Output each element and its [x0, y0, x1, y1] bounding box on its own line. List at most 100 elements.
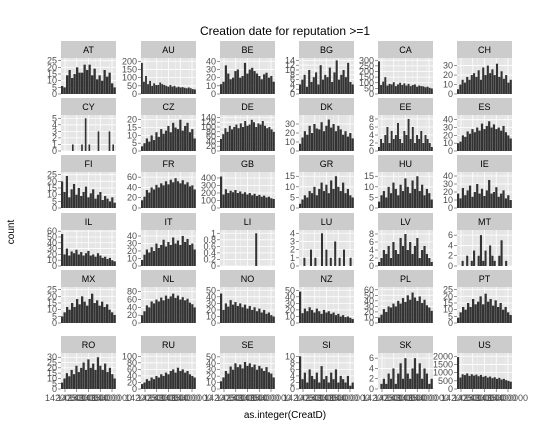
y-tick-label: 8 [369, 229, 374, 239]
y-tick-label: 8 [369, 114, 374, 124]
histogram-bar [475, 76, 478, 94]
histogram-bar [468, 79, 471, 94]
strip-hu [378, 155, 433, 172]
histogram-bar [231, 304, 235, 323]
strip-fi [61, 155, 116, 172]
histogram-bar [428, 258, 431, 266]
histogram-bar [270, 129, 273, 151]
histogram-bar [486, 377, 489, 389]
y-tick-label: 1 [211, 228, 216, 238]
histogram-bar [160, 183, 163, 208]
histogram-bar [428, 87, 431, 94]
histogram-bar [338, 257, 341, 266]
histogram-bar [303, 74, 306, 94]
histogram-bar [157, 248, 160, 266]
x-tick-label: 14250000 [453, 393, 493, 403]
histogram-bar [231, 369, 235, 389]
histogram-bar [308, 191, 311, 208]
x-tick-label: 14350000 [239, 393, 279, 403]
y-tick-label: 50 [127, 81, 137, 91]
histogram-bar [242, 127, 244, 151]
strip-label-hu: HU [399, 159, 412, 169]
histogram-bar [260, 368, 263, 389]
histogram-bar [162, 239, 165, 266]
strip-lv [378, 213, 433, 230]
histogram-bar [248, 193, 251, 208]
histogram-bar [61, 234, 64, 266]
y-tick-label: 2 [369, 374, 374, 384]
histogram-bar [418, 296, 421, 323]
y-tick-label: 150 [359, 72, 374, 82]
histogram-bar [272, 377, 275, 389]
histogram-bar [472, 299, 475, 323]
chart-title: Creation date for reputation >=1 [200, 24, 370, 38]
histogram-bar [332, 188, 335, 208]
histogram-bar [399, 184, 402, 208]
y-tick-label: 30 [206, 298, 216, 308]
histogram-bar [346, 136, 350, 151]
y-tick-label: 50 [206, 285, 216, 295]
histogram-bar [155, 85, 158, 94]
histogram-bar [226, 131, 229, 151]
histogram-bar [495, 129, 498, 151]
y-tick-label: 0 [369, 146, 374, 156]
histogram-bar [246, 365, 249, 389]
histogram-bar [152, 189, 156, 208]
histogram-bar [320, 182, 323, 208]
histogram-bar [98, 305, 101, 323]
y-tick-label: 25 [47, 170, 57, 180]
histogram-bar [193, 249, 196, 266]
y-tick-label: 40 [47, 238, 57, 248]
y-tick-label: 2 [448, 251, 453, 261]
histogram-bar [89, 193, 92, 208]
histogram-bar [428, 143, 431, 151]
histogram-bar [224, 65, 227, 94]
y-tick-label: 30 [443, 123, 453, 133]
histogram-bar [234, 190, 237, 208]
histogram-bar [148, 252, 151, 266]
histogram-bar [155, 184, 158, 208]
y-tick-label: 3 [290, 236, 295, 246]
histogram-bar [390, 131, 393, 151]
histogram-bar [310, 133, 314, 151]
histogram-bar [150, 301, 153, 323]
y-tick-label: 0 [211, 89, 216, 99]
histogram-bar [186, 371, 189, 389]
histogram-bar [248, 305, 251, 323]
histogram-bar [104, 256, 107, 266]
histogram-bar [339, 316, 342, 323]
histogram-bar [236, 367, 239, 389]
histogram-bar [394, 188, 397, 208]
histogram-bar [325, 125, 328, 151]
histogram-bar [421, 184, 424, 208]
histogram-bar [259, 124, 262, 151]
histogram-bar [500, 130, 503, 151]
histogram-bar [145, 190, 148, 208]
histogram-bar [149, 80, 151, 94]
x-tick-label: 14300000 [385, 393, 425, 403]
histogram-bar [141, 384, 144, 389]
histogram-bar [470, 260, 473, 266]
histogram-bar [181, 369, 184, 389]
histogram-bar [103, 70, 106, 94]
y-tick-label: 10 [285, 65, 295, 75]
histogram-bar [310, 249, 312, 266]
histogram-bar [231, 129, 233, 151]
y-tick-label: 0 [448, 89, 453, 99]
histogram-bar [327, 382, 330, 389]
y-tick-label: 1 [52, 139, 57, 149]
histogram-bar [160, 374, 163, 389]
y-tick-label: 10 [285, 182, 295, 192]
y-tick-label: 10 [47, 76, 57, 86]
y-tick-label: 0 [52, 89, 57, 99]
histogram-bar [330, 180, 333, 208]
histogram-bar [164, 246, 168, 266]
histogram-bar [251, 67, 254, 94]
histogram-bar [169, 179, 172, 208]
histogram-bar [459, 141, 462, 151]
y-tick-label: 50 [47, 232, 57, 242]
